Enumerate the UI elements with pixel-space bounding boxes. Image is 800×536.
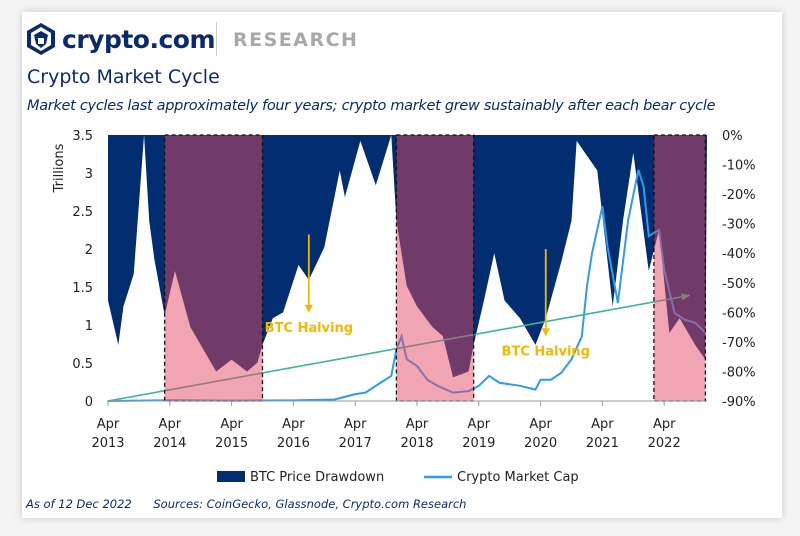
y-tick-label: 3 <box>85 167 93 182</box>
x-tick-label: 2014 <box>153 436 186 451</box>
y2-tick-label: -40% <box>722 247 756 262</box>
y-tick-label: 2.5 <box>72 205 93 220</box>
x-tick-label: Apr <box>97 417 120 432</box>
x-tick-label: 2015 <box>215 436 248 451</box>
header-divider <box>216 22 217 56</box>
trend-line <box>107 294 691 402</box>
halving-arrowhead <box>541 328 550 337</box>
market-cap-line <box>107 169 707 402</box>
x-tick-label: 2017 <box>339 436 372 451</box>
x-tick-label: Apr <box>653 417 676 432</box>
legend-swatch-drawdown <box>217 471 245 482</box>
crypto-com-lion-icon <box>27 23 55 55</box>
y-tick-label: 1 <box>85 319 93 334</box>
bear-period-shading <box>653 134 707 402</box>
x-tick-label: 2013 <box>91 436 124 451</box>
halving-label: BTC Halving <box>502 344 590 359</box>
trend-arrowhead <box>681 293 690 301</box>
x-tick-label: 2021 <box>586 436 619 451</box>
bear-period-shading <box>163 134 264 402</box>
sources: Sources: CoinGecko, Glassnode, Crypto.co… <box>153 497 467 511</box>
y2-tick-label: -80% <box>722 365 756 380</box>
y-tick-label: 1.5 <box>72 281 93 296</box>
x-tick-label: Apr <box>159 417 182 432</box>
x-tick-label: Apr <box>344 417 367 432</box>
halving-arrowhead <box>304 304 313 313</box>
halving-label: BTC Halving <box>265 321 353 336</box>
x-tick-label: Apr <box>406 417 429 432</box>
x-tick-label: Apr <box>220 417 243 432</box>
drawdown-area <box>108 135 707 378</box>
x-tick-label: Apr <box>529 417 552 432</box>
chart-title: Crypto Market Cycle <box>27 66 220 88</box>
y-tick-label: 0 <box>85 395 93 410</box>
crypto-com-logo: crypto.com <box>26 22 216 56</box>
x-tick-label: Apr <box>591 417 614 432</box>
x-tick-label: Apr <box>468 417 491 432</box>
chart-subtitle: Market cycles last approximately four ye… <box>27 98 716 114</box>
y-tick-label: 3.5 <box>72 129 93 144</box>
y2-tick-label: -20% <box>722 188 756 203</box>
bear-period-shading <box>395 134 475 402</box>
y2-tick-label: -60% <box>722 306 756 321</box>
legend-label-market-cap: Crypto Market Cap <box>457 470 579 485</box>
y-tick-label: 0.5 <box>72 357 93 372</box>
legend: BTC Price Drawdown Crypto Market Cap <box>217 470 579 485</box>
x-tick-label: 2018 <box>400 436 433 451</box>
x-tick-label: 2020 <box>524 436 557 451</box>
y2-tick-label: -50% <box>722 277 756 292</box>
y-axis-label: Trillions <box>52 143 67 193</box>
report-card <box>22 12 782 518</box>
footer: As of 12 Dec 2022 Sources: CoinGecko, Gl… <box>26 497 484 511</box>
legend-label-drawdown: BTC Price Drawdown <box>250 470 384 485</box>
x-tick-label: 2019 <box>462 436 495 451</box>
y2-tick-label: -70% <box>722 336 756 351</box>
as-of-date: As of 12 Dec 2022 <box>26 497 132 511</box>
y2-tick-label: -30% <box>722 218 756 233</box>
section-label: RESEARCH <box>233 29 359 51</box>
x-tick-label: Apr <box>282 417 305 432</box>
x-tick-label: 2016 <box>277 436 310 451</box>
y2-tick-label: -90% <box>722 395 756 410</box>
y-tick-label: 2 <box>85 243 93 258</box>
brand-name: crypto.com <box>62 24 216 54</box>
y2-tick-label: 0% <box>722 129 743 144</box>
y2-tick-label: -10% <box>722 159 756 174</box>
x-tick-label: 2022 <box>648 436 681 451</box>
